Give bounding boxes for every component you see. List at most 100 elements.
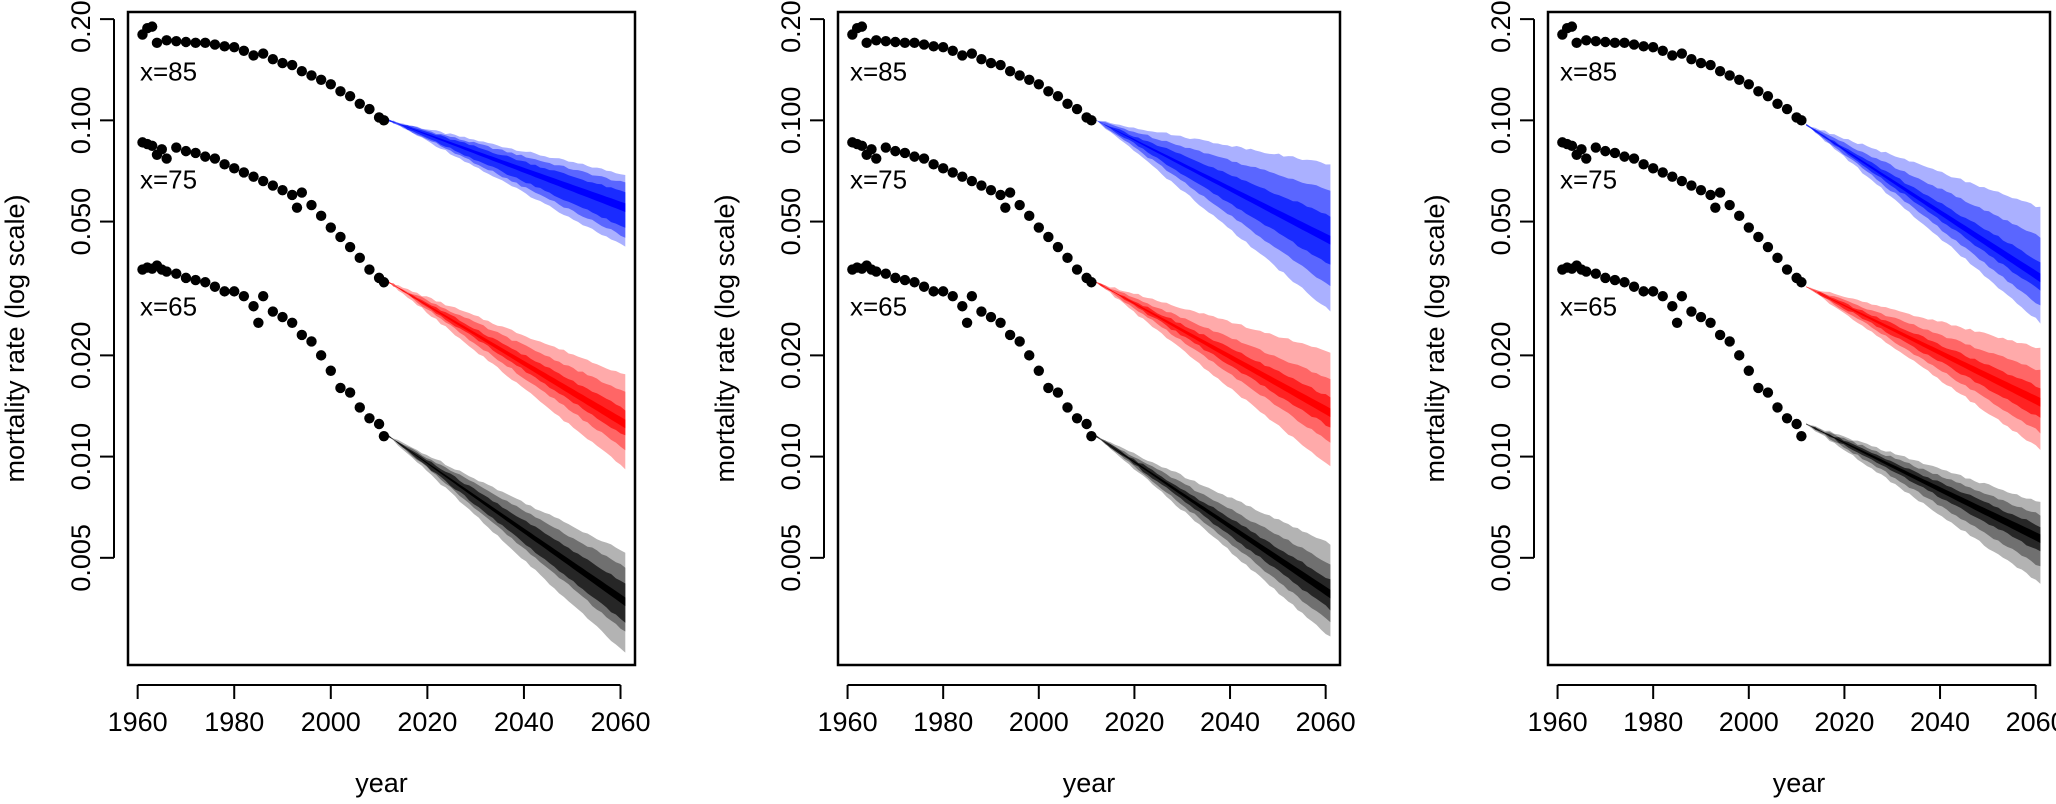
- data-point-x65-2000: [1743, 365, 1755, 376]
- data-point-x65-1980: [229, 286, 240, 297]
- data-point-x85-1998: [315, 74, 327, 86]
- data-point-x65-1974: [1619, 277, 1630, 288]
- data-point-x65-1990: [1695, 311, 1707, 323]
- data-point-x85-2006: [354, 98, 365, 109]
- data-point-x85-1990: [985, 57, 997, 69]
- data-point-x85-2008: [1781, 103, 1793, 115]
- chart-panel-right: x=85 x=75 x=65 1960 1980 2000 2020 2040 2060 year…: [1420, 0, 2056, 798]
- data-point-x85-1990: [1695, 57, 1707, 69]
- data-point-x85-1970: [180, 36, 192, 48]
- data-point-x75-1968: [880, 142, 892, 153]
- data-point-x75-2006: [354, 252, 365, 264]
- data-point-x65-1994: [1714, 329, 1726, 341]
- data-point-x65-1980: [937, 286, 949, 297]
- data-point-x65-2008: [1781, 413, 1793, 424]
- y-tick-label-0.200: 0.200: [1486, 0, 1516, 53]
- y-tick-label-0.005: 0.005: [776, 524, 806, 592]
- data-point-x65-1990: [985, 311, 997, 323]
- data-point-x65-1996: [1724, 336, 1735, 347]
- data-point-x85-1998: [1734, 74, 1745, 86]
- forecast-median-x65: [1096, 436, 1331, 599]
- data-point-x85-1964: [861, 37, 872, 49]
- data-point-x85-2006: [1062, 98, 1073, 109]
- y-tick-label-0.020: 0.020: [1486, 322, 1516, 390]
- forecast-band-x85-outer: [1096, 119, 1331, 312]
- forecast-median-x85: [388, 120, 626, 212]
- forecast-median-x75: [388, 282, 626, 429]
- forecast-band-x65-middle: [388, 435, 626, 632]
- data-point-x65-1974: [909, 277, 920, 288]
- data-point-x75-1984: [1667, 171, 1678, 182]
- data-point-x75-1998: [315, 210, 327, 222]
- data-point-x65-1994: [1004, 329, 1016, 341]
- data-point-x75-1998: [1734, 210, 1745, 222]
- data-point-x85-2000: [1033, 79, 1045, 90]
- forecast-band-x65-outer: [1806, 423, 2041, 584]
- x-tick-label-2060: 2060: [1296, 707, 1356, 737]
- data-point-x85-1964: [151, 37, 163, 49]
- data-point-x85-1992: [1705, 59, 1716, 71]
- data-point-x85-1996: [306, 70, 317, 81]
- forecast-median-x75: [1806, 286, 2041, 407]
- data-point-x75-1993: [1710, 202, 1721, 213]
- data-point-x75-1963: [856, 140, 868, 152]
- data-point-x85-1972: [1609, 37, 1621, 49]
- data-point-x65-2010: [1081, 418, 1092, 430]
- data-point-x85-1966: [1581, 35, 1592, 46]
- data-point-x75-1996: [1014, 199, 1025, 211]
- data-point-x65-1966: [871, 266, 882, 277]
- data-point-x65-2002: [335, 382, 346, 394]
- data-point-x85-1994: [1004, 66, 1016, 77]
- data-point-x85-1984: [1667, 50, 1678, 61]
- data-point-x75-2004: [1052, 241, 1064, 253]
- data-point-x85-1974: [1619, 37, 1630, 49]
- forecast-band-x75-inner: [1096, 281, 1331, 428]
- data-point-x85-1970: [890, 36, 901, 48]
- data-point-x65-1986: [1676, 290, 1688, 302]
- x-axis-title: year: [1773, 768, 1826, 798]
- data-point-x65-1988: [976, 306, 987, 317]
- data-point-x85-1966: [871, 35, 882, 46]
- data-point-x65-1972: [190, 274, 201, 286]
- y-tick-label-0.200: 0.200: [66, 0, 96, 53]
- x-tick-label-2060: 2060: [590, 707, 650, 737]
- forecast-band-x75-outer: [1806, 286, 2041, 450]
- data-point-x65-1988: [1686, 306, 1697, 317]
- data-point-x85-1986: [966, 48, 978, 59]
- data-point-x65-1992: [1705, 317, 1716, 328]
- data-point-x75-1963: [146, 140, 158, 152]
- forecast-band-x75-outer: [1096, 281, 1331, 467]
- x-tick-label-1960: 1960: [1528, 707, 1588, 737]
- data-point-x65-1985: [253, 317, 264, 328]
- data-point-x75-2002: [335, 231, 346, 243]
- data-point-x75-2004: [1762, 241, 1774, 253]
- data-point-x85-2008: [1071, 103, 1083, 115]
- data-point-x85-2000: [325, 79, 336, 90]
- data-point-x85-1994: [1714, 66, 1726, 77]
- data-point-x75-2008: [1071, 264, 1083, 275]
- data-point-x75-1972: [190, 147, 201, 159]
- x-tick-label-1960: 1960: [108, 707, 168, 737]
- data-point-x75-1992: [1705, 189, 1716, 201]
- data-point-x65-1998: [1734, 350, 1745, 361]
- data-point-x65-1994: [296, 329, 308, 341]
- data-point-x75-1966: [161, 153, 172, 164]
- data-point-x65-1970: [890, 272, 901, 284]
- data-point-x75-1982: [1657, 167, 1668, 178]
- data-point-x85-1976: [209, 39, 221, 50]
- data-point-x75-2011: [1086, 277, 1097, 288]
- forecast-band-x85-outer: [388, 119, 626, 247]
- x-tick-label-2000: 2000: [301, 707, 361, 737]
- data-point-x75-1984: [957, 171, 968, 182]
- data-point-x75-1980: [1647, 163, 1659, 174]
- data-point-x85-2011: [378, 115, 390, 126]
- data-point-x85-1963: [146, 21, 158, 32]
- data-point-x65-1968: [171, 268, 182, 279]
- forecast-band-x75-inner: [1806, 286, 2041, 418]
- data-point-x75-2000: [325, 222, 336, 233]
- data-point-x75-1978: [928, 159, 939, 170]
- data-point-x75-1990: [985, 184, 997, 196]
- data-point-x65-2006: [1062, 402, 1073, 413]
- data-point-x75-2011: [1796, 277, 1807, 288]
- data-point-x65-1986: [258, 290, 269, 302]
